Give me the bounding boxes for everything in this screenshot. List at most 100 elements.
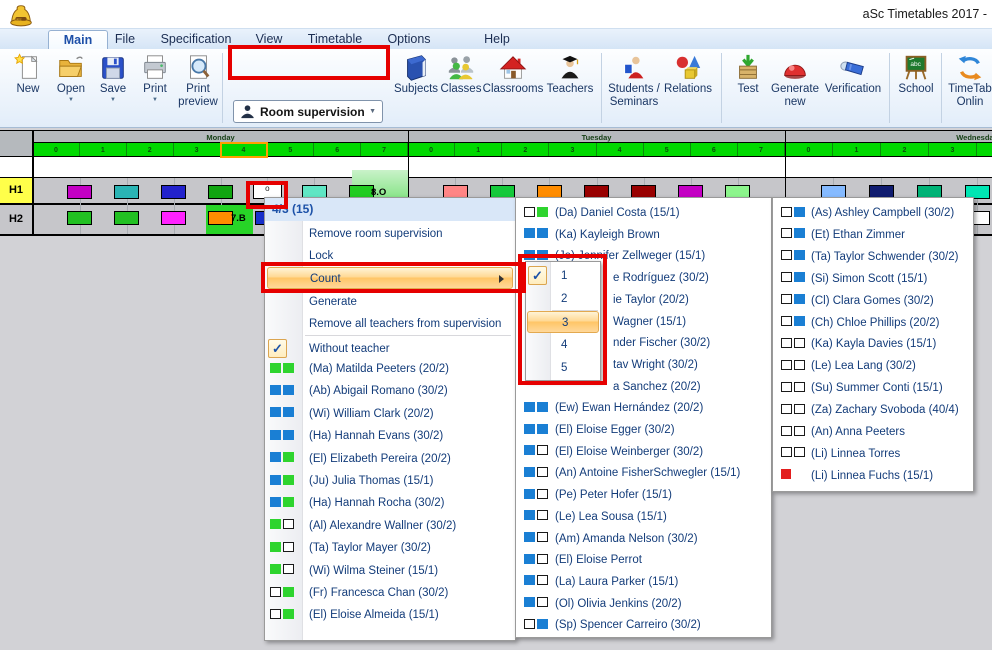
period-wednesday-0[interactable]: 0 <box>785 143 833 156</box>
teacher-item[interactable]: (La) Laura Parker (15/1) <box>516 571 771 593</box>
teacher-item[interactable]: (El) Eloise Weinberger (30/2) <box>516 441 771 463</box>
period-wednesday-3[interactable]: 3 <box>929 143 977 156</box>
teacher-item[interactable]: (Ha) Hannah Rocha (30/2) <box>265 492 515 514</box>
save-button[interactable]: Save ▼ <box>91 51 135 104</box>
teacher-item[interactable]: (Wi) William Clark (20/2) <box>265 403 515 425</box>
supervision-cell-h2[interactable] <box>67 211 93 225</box>
tab-options[interactable]: Options <box>387 32 431 46</box>
menu-item-count[interactable]: Count <box>267 267 513 289</box>
tab-specification[interactable]: Specification <box>160 32 232 46</box>
teacher-item[interactable]: (Li) Linnea Torres <box>773 443 973 465</box>
teacher-item[interactable]: (Pe) Peter Hofer (15/1) <box>516 484 771 506</box>
menu-item-without-teacher[interactable]: ✓ Without teacher <box>267 338 513 360</box>
supervision-cell-h1[interactable] <box>964 185 990 199</box>
count-option-2[interactable]: 2 <box>527 288 599 310</box>
teacher-item[interactable]: ie Taylor (20/2) <box>516 289 771 311</box>
teacher-item[interactable]: (Ta) Taylor Mayer (30/2) <box>265 537 515 559</box>
teacher-item[interactable]: (Ka) Kayla Davies (15/1) <box>773 333 973 355</box>
teacher-item[interactable]: (Su) Summer Conti (15/1) <box>773 377 973 399</box>
count-option-3[interactable]: 3 <box>527 311 599 333</box>
period-wednesday-1[interactable]: 1 <box>833 143 881 156</box>
period-tuesday-4[interactable]: 4 <box>596 143 644 156</box>
period-tuesday-1[interactable]: 1 <box>455 143 503 156</box>
teacher-item[interactable]: (El) Eloise Perrot <box>516 549 771 571</box>
count-option-4[interactable]: 4 <box>527 334 599 356</box>
teacher-item[interactable]: (Da) Daniel Costa (15/1) <box>516 202 771 224</box>
period-wednesday-4[interactable]: 4 <box>977 143 992 156</box>
tab-file[interactable]: File <box>114 32 136 46</box>
tab-view[interactable]: View <box>255 32 283 46</box>
period-monday-7[interactable]: 7 <box>361 143 408 156</box>
mode-dropdown[interactable]: Room supervision ▼ <box>233 100 383 123</box>
count-option-5[interactable]: 5 <box>527 357 599 379</box>
period-tuesday-2[interactable]: 2 <box>502 143 550 156</box>
teacher-item[interactable]: (Cl) Clara Gomes (30/2) <box>773 290 973 312</box>
teacher-item[interactable]: (El) Elizabeth Pereira (20/2) <box>265 448 515 470</box>
teacher-item[interactable]: (An) Anna Peeters <box>773 421 973 443</box>
period-wednesday-2[interactable]: 2 <box>881 143 929 156</box>
print-dropdown-arrow[interactable]: ▼ <box>152 97 158 103</box>
supervision-cell-h2[interactable] <box>161 211 187 225</box>
teacher-item[interactable]: (Le) Lea Sousa (15/1) <box>516 506 771 528</box>
teacher-item[interactable]: (Et) Ethan Zimmer <box>773 224 973 246</box>
teacher-item[interactable]: (Ew) Ewan Hernández (20/2) <box>516 397 771 419</box>
supervision-cell-h1[interactable] <box>161 185 187 199</box>
teacher-item[interactable]: tav Wright (30/2) <box>516 354 771 376</box>
supervision-cell-h1[interactable] <box>67 185 93 199</box>
teacher-item[interactable]: (El) Eloise Egger (30/2) <box>516 419 771 441</box>
teachers-button[interactable]: Teachers <box>541 51 599 96</box>
subjects-button[interactable]: Subjects <box>389 51 443 96</box>
teacher-item[interactable]: (Ch) Chloe Phillips (20/2) <box>773 312 973 334</box>
period-tuesday-7[interactable]: 7 <box>737 143 785 156</box>
timetables-online-button[interactable]: TimeTab Onlin <box>944 51 992 109</box>
period-monday-5[interactable]: 5 <box>267 143 315 156</box>
teacher-item[interactable]: (Ta) Taylor Schwender (30/2) <box>773 246 973 268</box>
period-monday-1[interactable]: 1 <box>79 143 127 156</box>
teacher-item[interactable]: (Ol) Olivia Jenkins (20/2) <box>516 593 771 615</box>
teacher-item[interactable]: (Li) Linnea Fuchs (15/1) <box>773 465 973 487</box>
teacher-item[interactable]: nder Fischer (30/2) <box>516 332 771 354</box>
teacher-item[interactable]: (Wi) Wilma Steiner (15/1) <box>265 560 515 582</box>
tab-timetable[interactable]: Timetable <box>307 32 363 46</box>
teacher-item[interactable]: (Ka) Kayleigh Brown <box>516 224 771 246</box>
teacher-item[interactable]: (El) Eloise Almeida (15/1) <box>265 604 515 626</box>
classrooms-button[interactable]: Classrooms <box>478 51 548 96</box>
menu-item-generate[interactable]: Generate <box>267 291 513 313</box>
period-tuesday-5[interactable]: 5 <box>643 143 691 156</box>
teacher-item[interactable]: (Al) Alexandre Wallner (30/2) <box>265 515 515 537</box>
teacher-item[interactable]: (Fr) Francesca Chan (30/2) <box>265 582 515 604</box>
teacher-item[interactable]: (Ab) Abigail Romano (30/2) <box>265 380 515 402</box>
students-seminars-button[interactable]: Students / Seminars <box>601 51 667 109</box>
period-monday-0[interactable]: 0 <box>33 143 80 156</box>
period-monday-3[interactable]: 3 <box>173 143 221 156</box>
period-tuesday-0[interactable]: 0 <box>408 143 456 156</box>
period-monday-2[interactable]: 2 <box>126 143 174 156</box>
test-button[interactable]: Test <box>728 51 768 96</box>
period-tuesday-3[interactable]: 3 <box>549 143 597 156</box>
teacher-item[interactable]: (Si) Simon Scott (15/1) <box>773 268 973 290</box>
teacher-item[interactable]: (An) Antoine FisherSchwegler (15/1) <box>516 462 771 484</box>
teacher-item[interactable]: e Rodríguez (30/2) <box>516 267 771 289</box>
period-monday-6[interactable]: 6 <box>314 143 362 156</box>
teacher-item[interactable]: (Za) Zachary Svoboda (40/4) <box>773 399 973 421</box>
teacher-item[interactable]: (Ma) Matilda Peeters (20/2) <box>265 358 515 380</box>
supervision-cell-h1[interactable] <box>208 185 233 199</box>
tab-help[interactable]: Help <box>484 32 510 46</box>
teacher-item[interactable]: Wagner (15/1) <box>516 311 771 333</box>
open-button[interactable]: Open ▼ <box>49 51 93 104</box>
row-label-h2[interactable]: H2 <box>0 205 33 236</box>
print-button[interactable]: Print ▼ <box>133 51 177 104</box>
menu-item-remove-room-supervision[interactable]: Remove room supervision <box>267 223 513 245</box>
period-tuesday-6[interactable]: 6 <box>690 143 738 156</box>
verification-button[interactable]: Verification <box>817 51 889 96</box>
school-button[interactable]: abc School <box>892 51 940 96</box>
count-option-1[interactable]: ✓ 1 <box>527 265 599 287</box>
menu-item-lock[interactable]: Lock <box>267 245 513 267</box>
relations-button[interactable]: Relations <box>658 51 718 96</box>
menu-item-remove-all-teachers-from-supervision[interactable]: Remove all teachers from supervision <box>267 313 513 335</box>
row-label-h1[interactable]: H1 <box>0 178 33 205</box>
teacher-item[interactable]: (Ju) Julia Thomas (15/1) <box>265 470 515 492</box>
open-dropdown-arrow[interactable]: ▼ <box>68 97 74 103</box>
classes-button[interactable]: Classes <box>436 51 486 96</box>
supervision-cell-h2[interactable] <box>114 211 140 225</box>
